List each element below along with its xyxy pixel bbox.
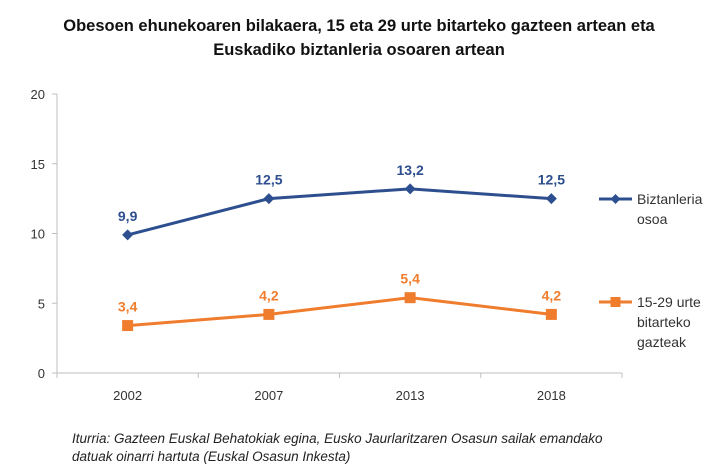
data-point xyxy=(404,292,416,304)
data-label: 12,5 xyxy=(538,172,565,188)
series-line xyxy=(127,187,552,237)
legend-label: osoa xyxy=(637,211,668,227)
data-point xyxy=(122,320,134,332)
data-point xyxy=(122,229,134,241)
x-tick-label: 2002 xyxy=(113,388,142,403)
chart-title-line-2: Euskadiko biztanleria osoaren artean xyxy=(213,41,505,59)
y-tick-label: 5 xyxy=(38,296,45,311)
data-label: 12,5 xyxy=(255,172,282,188)
y-tick-label: 10 xyxy=(31,227,45,242)
y-tick-label: 20 xyxy=(31,87,45,102)
data-label: 4,2 xyxy=(259,287,279,303)
legend-label: 15-29 urte xyxy=(637,294,701,310)
y-tick-label: 0 xyxy=(38,366,45,381)
legend-label: gazteak xyxy=(637,334,687,350)
data-label: 13,2 xyxy=(397,162,424,178)
data-point xyxy=(404,183,416,195)
x-tick-label: 2013 xyxy=(396,388,425,403)
data-label: 3,4 xyxy=(118,299,138,315)
source-note-line-1: Iturria: Gazteen Euskal Behatokiak egina… xyxy=(72,431,603,446)
series-line xyxy=(127,296,552,328)
x-tick-label: 2018 xyxy=(537,388,566,403)
chart-title-line-1: Obesoen ehunekoaren bilakaera, 15 eta 29… xyxy=(63,17,655,35)
source-note-line-2: datuak oinarri hartuta (Euskal Osasun In… xyxy=(72,449,351,464)
source-note: Iturria: Gazteen Euskal Behatokiak egina… xyxy=(72,430,712,466)
legend-swatch-marker xyxy=(610,297,621,307)
data-point xyxy=(545,193,557,205)
data-point xyxy=(263,308,275,320)
data-label: 4,2 xyxy=(542,287,562,303)
x-tick-label: 2007 xyxy=(254,388,283,403)
data-label: 9,9 xyxy=(118,208,138,224)
data-label: 5,4 xyxy=(400,271,420,287)
data-point xyxy=(545,308,557,320)
legend-swatch-marker xyxy=(610,194,621,204)
data-point xyxy=(263,193,275,205)
y-tick-label: 15 xyxy=(31,157,45,172)
legend-label: Biztanleria xyxy=(637,191,703,207)
legend-label: bitarteko xyxy=(637,314,691,330)
chart-title: Obesoen ehunekoaren bilakaera, 15 eta 29… xyxy=(0,14,718,62)
